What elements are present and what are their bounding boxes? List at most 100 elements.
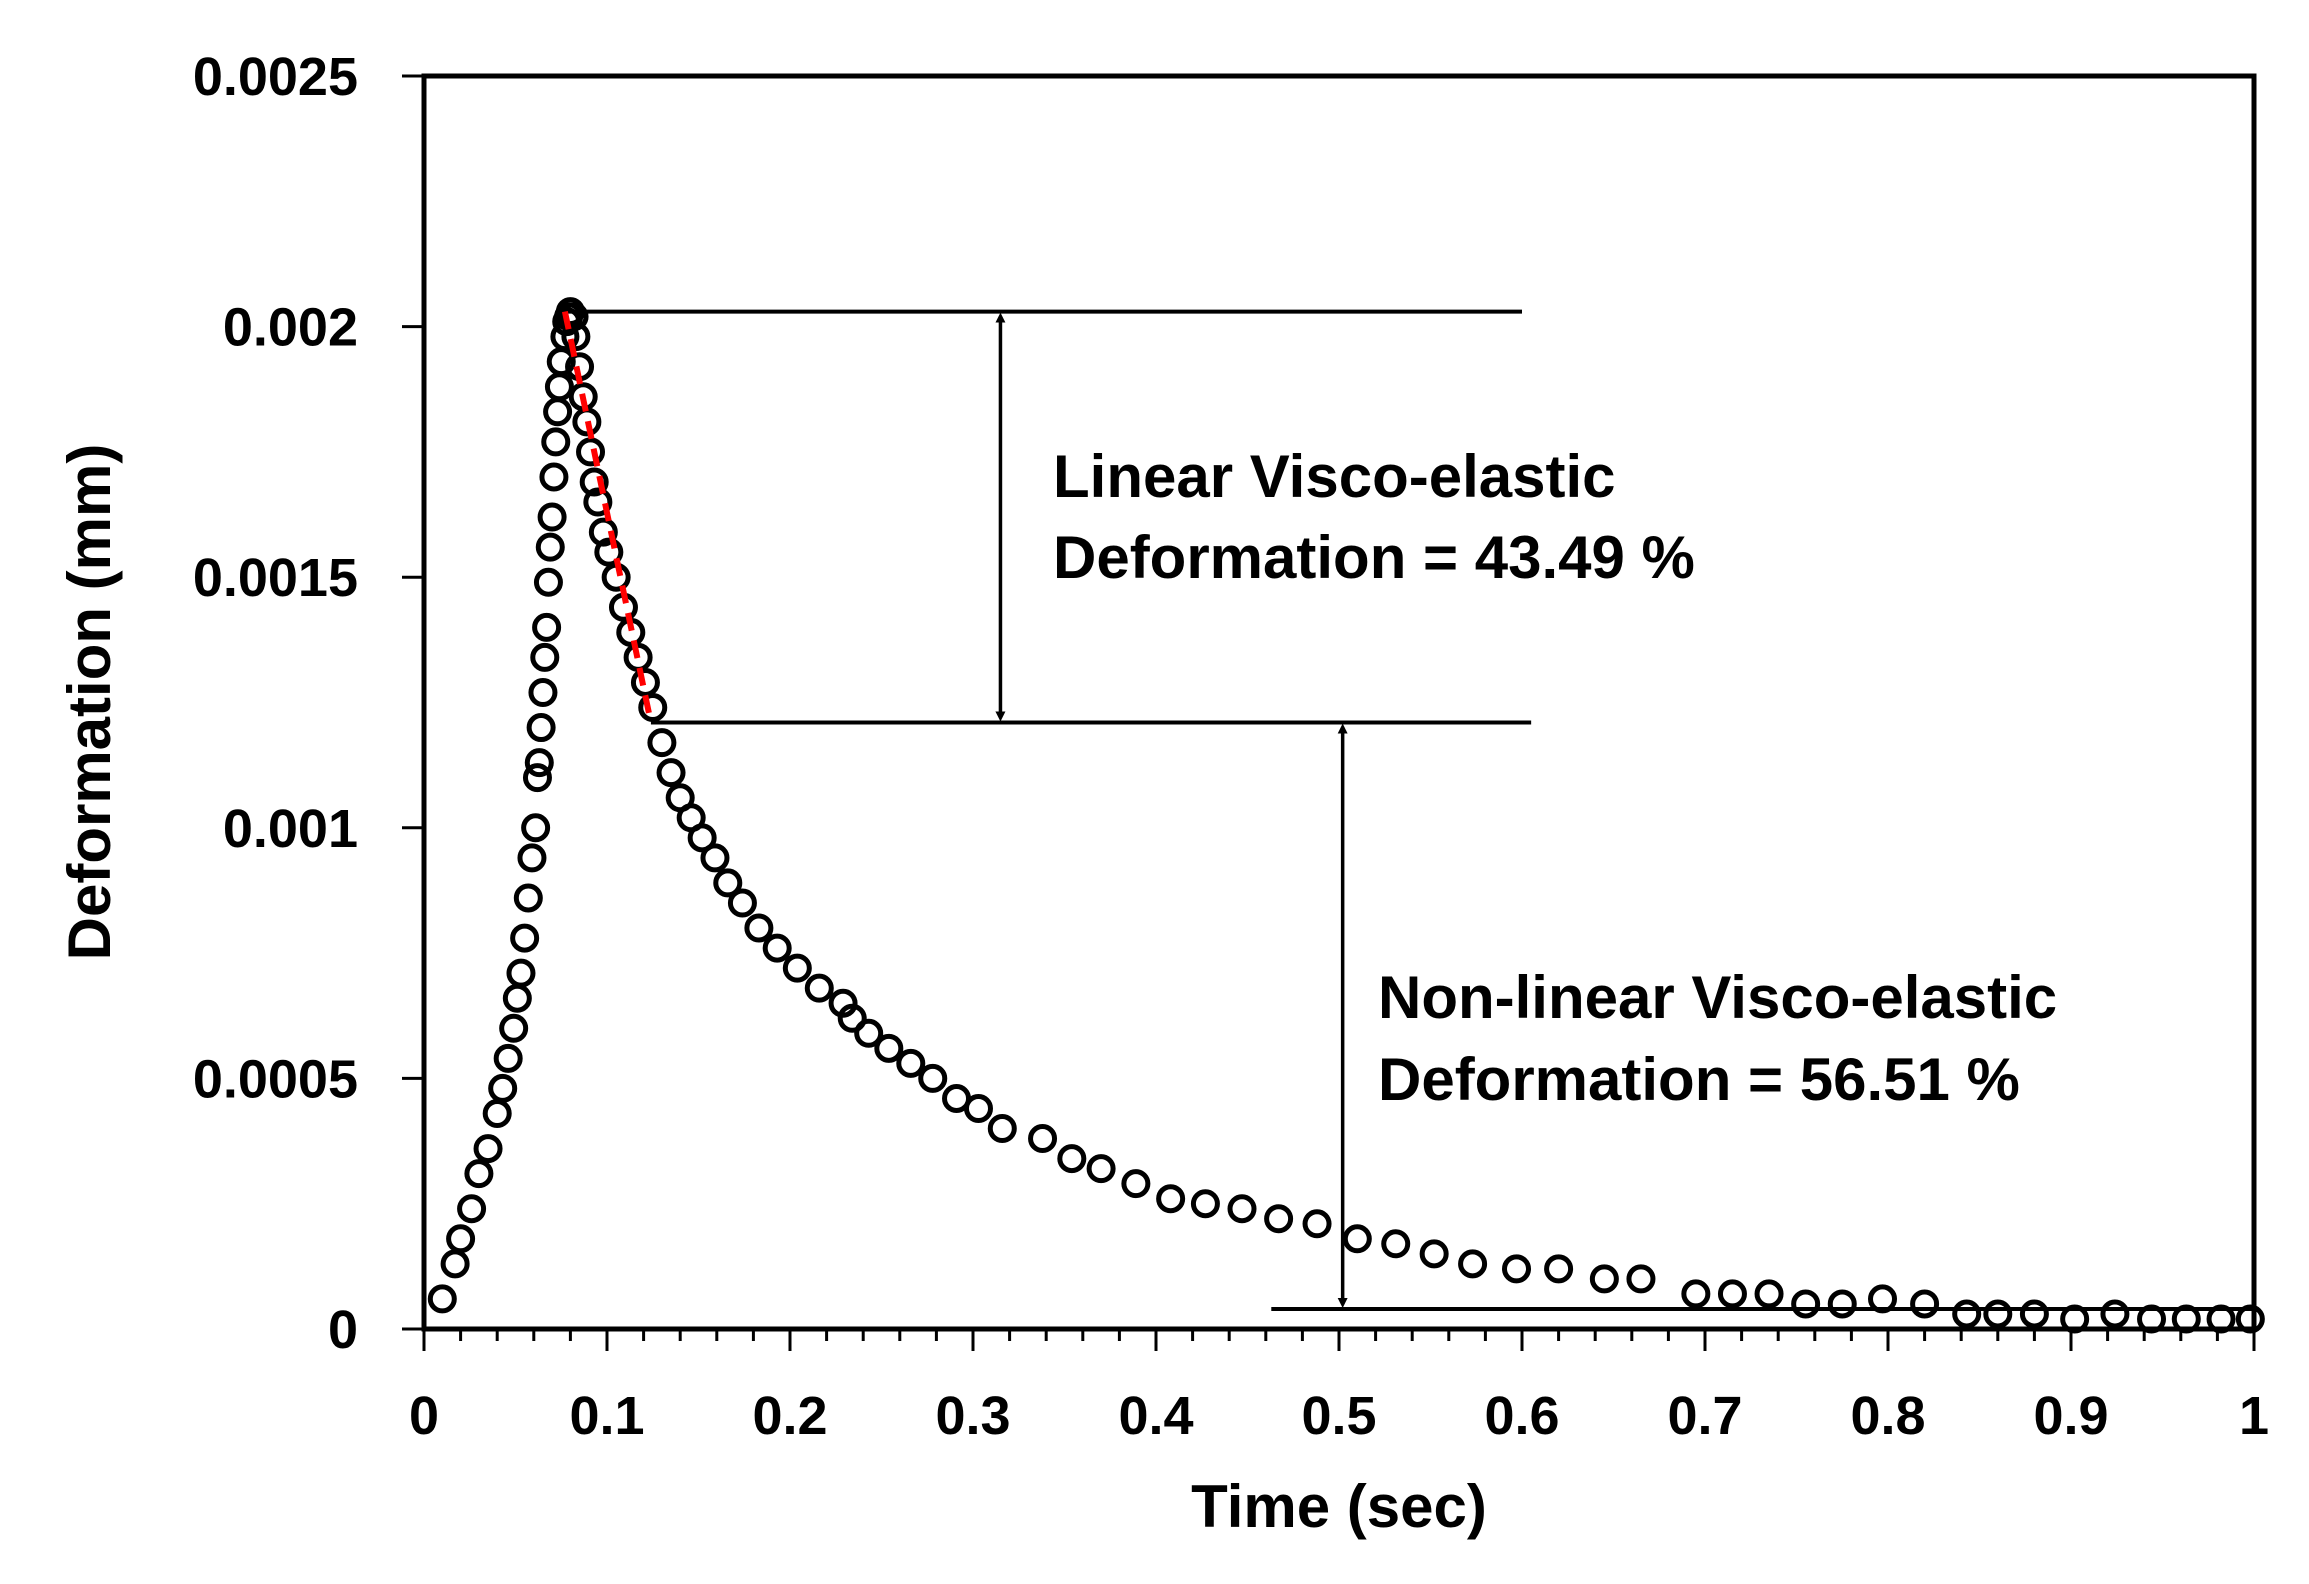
data-point [1502, 1254, 1532, 1284]
data-point [473, 1134, 503, 1164]
x-axis-ticks [422, 1329, 2256, 1351]
x-tick-label: 0.2 [752, 1386, 827, 1446]
data-point [532, 612, 562, 642]
data-point [506, 958, 536, 988]
data-point [804, 973, 834, 1003]
data-point [533, 567, 563, 597]
data-point [526, 713, 556, 743]
data-point [1681, 1279, 1711, 1309]
data-point [2137, 1304, 2167, 1334]
data-point [1589, 1264, 1619, 1294]
x-tick-label: 1 [2239, 1386, 2269, 1446]
y-tick-label: 0.002 [223, 298, 358, 358]
y-tick-label: 0.0025 [193, 47, 358, 107]
x-tick-label: 0 [409, 1386, 439, 1446]
data-point [2235, 1304, 2265, 1334]
data-point [1156, 1184, 1186, 1214]
data-point [1190, 1189, 1220, 1219]
data-point [576, 437, 606, 467]
y-tick-label: 0 [328, 1300, 358, 1360]
data-point [987, 1114, 1017, 1144]
data-point [1544, 1254, 1574, 1284]
range-arrows [995, 312, 1348, 1308]
x-tick-label: 0.5 [1301, 1386, 1376, 1446]
y-tick-label: 0.0015 [193, 548, 358, 608]
nonlinear-annotation-line-2: Deformation = 56.51 % [1378, 1046, 2020, 1113]
data-point [499, 1013, 529, 1043]
data-point [918, 1063, 948, 1093]
data-point [687, 823, 717, 853]
data-point [464, 1159, 494, 1189]
data-point [522, 763, 552, 793]
data-point [1868, 1284, 1898, 1314]
data-point [1121, 1169, 1151, 1199]
data-point [457, 1194, 487, 1224]
data-point [1791, 1289, 1821, 1319]
data-point [1952, 1299, 1982, 1329]
data-point [713, 868, 743, 898]
y-tick-label: 0.001 [223, 799, 358, 859]
linear-annotation: Linear Visco-elastic Deformation = 43.49… [1053, 443, 1695, 591]
nonlinear-annotation: Non-linear Visco-elastic Deformation = 5… [1378, 964, 2057, 1113]
reference-lines [564, 309, 2254, 1311]
linear-annotation-line-2: Deformation = 43.49 % [1053, 524, 1695, 591]
x-tick-label: 0.6 [1484, 1386, 1559, 1446]
x-tick-label: 0.4 [1118, 1386, 1193, 1446]
data-point [1458, 1249, 1488, 1279]
data-point [1086, 1154, 1116, 1184]
data-point [541, 427, 571, 457]
data-point [656, 758, 686, 788]
y-axis-title: Deformation (mm) [56, 444, 123, 961]
data-point [537, 502, 567, 532]
data-point [874, 1033, 904, 1063]
data-point [559, 302, 589, 332]
data-point [854, 1018, 884, 1048]
data-point [493, 1043, 523, 1073]
data-point [427, 1284, 457, 1314]
y-axis-tick-labels: 0 0.0005 0.001 0.0015 0.002 0.0025 [193, 47, 358, 1360]
data-point [583, 487, 613, 517]
linear-fit-line [561, 310, 654, 724]
data-point [638, 693, 668, 723]
data-point [700, 843, 730, 873]
data-point [1626, 1264, 1656, 1294]
data-point [2060, 1304, 2090, 1334]
linear-annotation-line-1: Linear Visco-elastic [1053, 443, 1616, 510]
data-point [594, 537, 624, 567]
data-point [539, 462, 569, 492]
data-point [528, 677, 558, 707]
x-axis-tick-labels: 0 0.1 0.2 0.3 0.4 0.5 0.6 0.7 0.8 0.9 1 [409, 1386, 2269, 1446]
data-point [837, 1003, 867, 1033]
data-point [762, 933, 792, 963]
data-point [510, 923, 540, 953]
data-point [744, 913, 774, 943]
data-point [530, 642, 560, 672]
data-point [1983, 1299, 2013, 1329]
data-point [1302, 1209, 1332, 1239]
data-point [727, 888, 757, 918]
data-point [561, 322, 591, 352]
data-point [1827, 1289, 1857, 1319]
data-point [1264, 1204, 1294, 1234]
data-point [579, 467, 609, 497]
linear-fit-segment [561, 310, 654, 724]
data-points [427, 297, 2265, 1334]
data-point [1910, 1289, 1940, 1319]
data-point [1754, 1279, 1784, 1309]
x-tick-label: 0.9 [2033, 1386, 2108, 1446]
y-axis-ticks [402, 74, 424, 1331]
data-point [2206, 1304, 2236, 1334]
data-point [2100, 1299, 2130, 1329]
data-point [896, 1048, 926, 1078]
data-point [513, 883, 543, 913]
y-tick-label: 0.0005 [193, 1049, 358, 1109]
data-point [1717, 1279, 1747, 1309]
data-point [963, 1093, 993, 1123]
data-point [1028, 1124, 1058, 1154]
data-point [1057, 1144, 1087, 1174]
data-point [2019, 1299, 2049, 1329]
data-point [2171, 1304, 2201, 1334]
data-point [1227, 1194, 1257, 1224]
nonlinear-annotation-line-1: Non-linear Visco-elastic [1378, 964, 2057, 1031]
